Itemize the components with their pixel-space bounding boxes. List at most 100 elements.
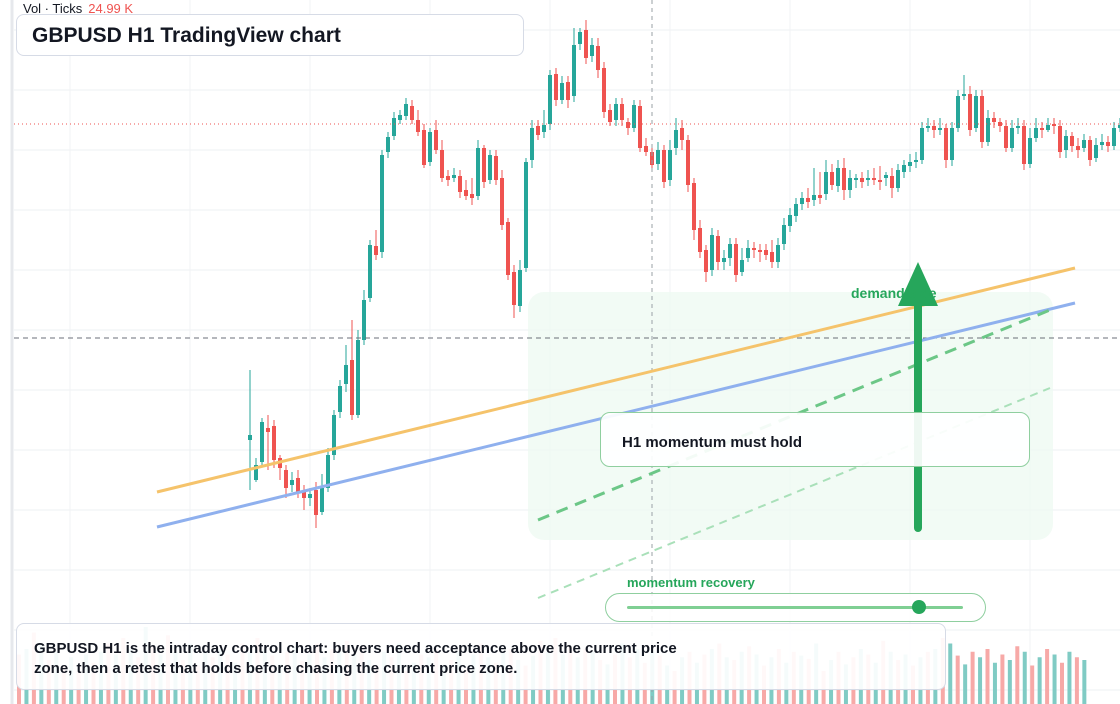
candle-body bbox=[290, 480, 294, 485]
candlesticks bbox=[248, 20, 1120, 528]
candle-body bbox=[1004, 126, 1008, 148]
candle-body bbox=[542, 125, 546, 132]
candle-body bbox=[992, 118, 996, 122]
candle-body bbox=[386, 137, 390, 152]
candle-body bbox=[914, 160, 918, 162]
volume-bar bbox=[963, 664, 968, 704]
candle-body bbox=[308, 494, 312, 498]
candle-body bbox=[638, 106, 642, 148]
candle-body bbox=[1010, 128, 1014, 148]
candle-body bbox=[284, 470, 288, 488]
volume-bar bbox=[1060, 662, 1064, 704]
candle-body bbox=[866, 178, 870, 180]
candle-body bbox=[518, 270, 522, 306]
candle-body bbox=[1022, 126, 1026, 164]
candle-body bbox=[650, 152, 654, 165]
candle-body bbox=[818, 195, 822, 198]
candle-body bbox=[560, 83, 564, 100]
candle-body bbox=[1118, 125, 1120, 128]
candle-body bbox=[584, 30, 588, 58]
candle-body bbox=[938, 128, 942, 130]
candle-body bbox=[260, 422, 264, 462]
candle-body bbox=[488, 155, 492, 180]
candle-body bbox=[398, 115, 402, 120]
candle-body bbox=[1106, 142, 1110, 146]
candle-body bbox=[1052, 124, 1056, 126]
candle-body bbox=[344, 365, 348, 384]
candle-body bbox=[296, 478, 300, 492]
candle-body bbox=[458, 176, 462, 192]
candle-body bbox=[728, 244, 732, 258]
candle-body bbox=[410, 106, 414, 120]
candle-body bbox=[680, 128, 684, 140]
candle-body bbox=[656, 150, 660, 164]
candle-body bbox=[254, 465, 258, 480]
volume-bar bbox=[948, 643, 953, 704]
volume-bar bbox=[978, 657, 983, 704]
candle-body bbox=[950, 128, 954, 160]
candle-body bbox=[956, 96, 960, 128]
candle-body bbox=[722, 258, 726, 262]
candle-body bbox=[974, 96, 978, 128]
candle-body bbox=[320, 488, 324, 512]
candle-body bbox=[770, 252, 774, 262]
volume-legend-label: Vol · Ticks bbox=[23, 1, 83, 16]
candle-body bbox=[302, 490, 306, 498]
candle-body bbox=[626, 122, 630, 128]
volume-bar bbox=[1067, 651, 1072, 704]
volume-bar bbox=[970, 651, 975, 704]
candle-body bbox=[1076, 146, 1080, 150]
candle-body bbox=[1112, 128, 1116, 146]
candle-body bbox=[860, 178, 864, 182]
caption-box: GBPUSD H1 is the intraday control chart:… bbox=[16, 623, 946, 690]
candle-body bbox=[548, 75, 552, 124]
momentum-callout-text: H1 momentum must hold bbox=[622, 434, 803, 451]
candle-body bbox=[782, 225, 786, 244]
candle-body bbox=[368, 245, 372, 298]
candle-body bbox=[440, 150, 444, 178]
candle-body bbox=[890, 176, 894, 188]
candle-body bbox=[692, 183, 696, 230]
candle-body bbox=[830, 172, 834, 185]
candle-body bbox=[1046, 125, 1050, 130]
candle-body bbox=[896, 170, 900, 188]
candle-body bbox=[746, 248, 750, 258]
candle-body bbox=[362, 300, 366, 340]
candle-body bbox=[968, 94, 972, 130]
candle-body bbox=[578, 32, 582, 44]
candle-body bbox=[506, 222, 510, 275]
candle-body bbox=[1064, 136, 1068, 150]
candle-body bbox=[428, 132, 432, 162]
volume-bar bbox=[955, 655, 960, 704]
candle-body bbox=[764, 250, 768, 255]
candle-body bbox=[1082, 140, 1086, 148]
candle-body bbox=[908, 162, 912, 166]
candle-body bbox=[356, 340, 360, 415]
candle-body bbox=[500, 178, 504, 225]
candle-body bbox=[668, 150, 672, 180]
candle-body bbox=[686, 140, 690, 185]
candle-body bbox=[806, 198, 810, 202]
candle-body bbox=[1094, 145, 1098, 158]
candle-body bbox=[380, 155, 384, 252]
candle-body bbox=[524, 162, 528, 268]
momentum-slider[interactable] bbox=[605, 593, 986, 622]
candle-body bbox=[620, 104, 624, 120]
candle-body bbox=[752, 248, 756, 250]
candle-body bbox=[350, 360, 354, 415]
momentum-callout: H1 momentum must hold bbox=[600, 412, 1030, 467]
candle-body bbox=[788, 215, 792, 226]
momentum-slider-thumb[interactable] bbox=[912, 600, 927, 614]
candle-body bbox=[836, 168, 840, 186]
candle-body bbox=[416, 120, 420, 132]
candle-body bbox=[434, 130, 438, 150]
candle-body bbox=[338, 386, 342, 412]
trendline-green-dashed bbox=[537, 308, 1051, 522]
candle-body bbox=[884, 175, 888, 178]
volume-bar bbox=[1000, 654, 1005, 704]
candle-body bbox=[512, 272, 516, 305]
volume-bar bbox=[985, 649, 990, 704]
candle-body bbox=[980, 96, 984, 142]
candle-body bbox=[392, 118, 396, 136]
candle-body bbox=[1070, 136, 1074, 146]
